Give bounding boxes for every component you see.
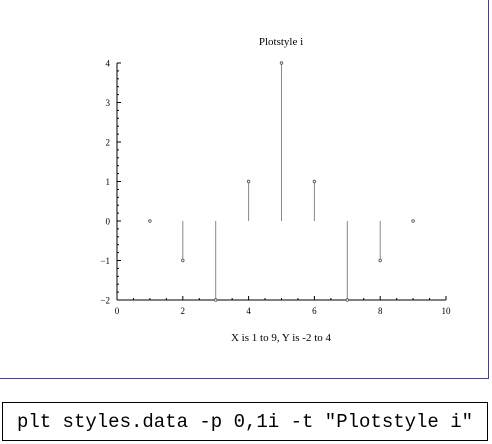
y-tick-label: 0 bbox=[106, 217, 111, 227]
y-tick-label: 2 bbox=[106, 138, 111, 148]
command-line: plt styles.data -p 0,1i -t "Plotstyle i" bbox=[2, 402, 488, 441]
chart: Plotstyle i −2 −1 0 1 2 3 4 0 2 4 6 8 10 X is 1 to … bbox=[100, 36, 451, 344]
y-tick-label: 4 bbox=[106, 59, 111, 69]
y-tick-label: 1 bbox=[106, 177, 111, 187]
impulse-series bbox=[148, 61, 415, 302]
y-tick-label: 3 bbox=[106, 98, 111, 108]
data-point bbox=[181, 258, 185, 263]
chart-title: Plotstyle i bbox=[259, 36, 303, 48]
x-tick-label: 0 bbox=[115, 306, 120, 316]
x-axis-label: X is 1 to 9, Y is -2 to 4 bbox=[231, 332, 332, 344]
data-point bbox=[411, 219, 415, 223]
data-point bbox=[246, 179, 251, 184]
x-tick-label: 6 bbox=[312, 306, 317, 316]
x-tick-label: 4 bbox=[246, 306, 251, 316]
x-tick-label: 10 bbox=[442, 306, 452, 316]
plot-frame bbox=[0, 0, 489, 379]
data-point bbox=[378, 258, 382, 263]
data-point bbox=[312, 179, 317, 184]
data-point bbox=[345, 298, 349, 302]
x-axis-ticks: 0 2 4 6 8 10 bbox=[115, 296, 451, 316]
y-tick-label: −2 bbox=[100, 296, 110, 306]
data-point bbox=[148, 219, 152, 223]
x-tick-label: 8 bbox=[378, 306, 383, 316]
data-point bbox=[279, 61, 284, 65]
data-point bbox=[213, 298, 218, 302]
y-tick-label: −1 bbox=[100, 256, 110, 266]
x-tick-label: 2 bbox=[181, 306, 186, 316]
y-axis-ticks: −2 −1 0 1 2 3 4 bbox=[100, 59, 121, 306]
